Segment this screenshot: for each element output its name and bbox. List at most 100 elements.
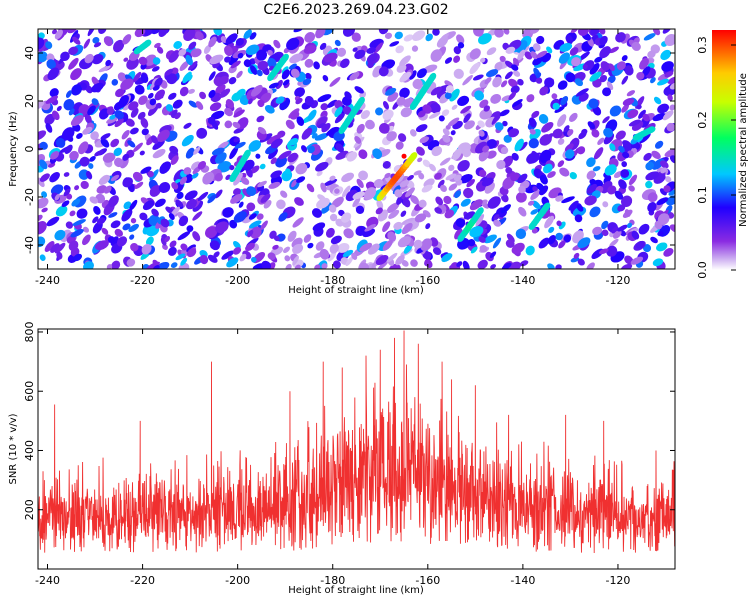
- heatmap-cell: [47, 162, 56, 168]
- heatmap-cell: [69, 150, 79, 161]
- heatmap-cell: [164, 236, 171, 243]
- heatmap-cell: [478, 169, 487, 178]
- heatmap-cell: [526, 94, 535, 103]
- heatmap-cell: [305, 72, 312, 80]
- heatmap-cell: [377, 260, 389, 269]
- heatmap-cell: [645, 171, 660, 181]
- heatmap-cell: [331, 196, 344, 208]
- heatmap-cell: [291, 179, 298, 188]
- heatmap-cell: [499, 109, 510, 117]
- heatmap-cell: [430, 102, 441, 114]
- heatmap-cell: [444, 92, 452, 100]
- x-tick-label: -200: [225, 574, 250, 587]
- heatmap-cell: [557, 160, 565, 168]
- heatmap-panel: -240 -220 -200 -180 -160 -140 -120 -40-2002040…: [8, 28, 749, 296]
- heatmap-cell: [499, 55, 506, 62]
- heatmap-cell: [54, 229, 66, 241]
- heatmap-cell: [493, 214, 500, 221]
- heatmap-cell: [614, 190, 624, 200]
- heatmap-cell: [526, 152, 540, 164]
- heatmap-cell: [248, 140, 262, 152]
- heatmap-cell: [512, 57, 520, 67]
- heatmap-cell: [604, 164, 617, 176]
- heatmap-cell: [609, 46, 619, 54]
- heatmap-cell: [250, 84, 263, 97]
- heatmap-cell: [61, 127, 75, 141]
- heatmap-cell: [327, 99, 338, 108]
- heatmap-cell: [89, 196, 99, 204]
- heatmap-cell: [219, 75, 229, 85]
- heatmap-cell: [41, 207, 48, 213]
- heatmap-cell: [55, 137, 66, 148]
- heatmap-cell: [180, 243, 188, 251]
- heatmap-cell: [469, 48, 481, 60]
- heatmap-y-label: Frequency (Hz): [8, 111, 19, 187]
- heatmap-cell: [638, 109, 646, 119]
- heatmap-cell: [354, 135, 362, 144]
- heatmap-cell: [50, 151, 60, 160]
- heatmap-cell: [399, 55, 411, 67]
- heatmap-cell: [68, 57, 79, 70]
- x-tick-label: -160: [415, 574, 440, 587]
- heatmap-cell: [382, 109, 394, 121]
- heatmap-cell: [132, 171, 143, 182]
- heatmap-cell: [586, 170, 596, 180]
- heatmap-cell: [84, 113, 92, 124]
- heatmap-cell: [186, 248, 197, 258]
- heatmap-cell: [175, 253, 186, 261]
- heatmap-cell: [463, 187, 474, 199]
- heatmap-cell: [85, 85, 93, 94]
- heatmap-cell: [330, 235, 342, 245]
- y-tick-label: 20: [23, 94, 36, 108]
- heatmap-cell: [233, 172, 243, 186]
- heatmap-cell: [384, 32, 393, 39]
- y-tick-label: 600: [23, 381, 36, 402]
- heatmap-cell: [111, 260, 121, 269]
- heatmap-cell: [256, 115, 265, 123]
- heatmap-cell: [480, 57, 486, 63]
- heatmap-cell: [346, 151, 358, 162]
- heatmap-cell: [114, 228, 123, 237]
- heatmap-cell: [612, 230, 622, 239]
- heatmap-cell: [321, 123, 331, 133]
- heatmap-cell: [620, 263, 633, 269]
- heatmap-cell: [486, 47, 497, 56]
- chart-title: C2E6.2023.269.04.23.G02: [263, 2, 448, 18]
- heatmap-cell: [375, 107, 384, 116]
- heatmap-cell: [132, 71, 142, 83]
- heatmap-cell: [185, 54, 193, 66]
- heatmap-cell: [190, 48, 202, 58]
- heatmap-cell: [536, 182, 545, 191]
- heatmap-cell: [109, 114, 116, 120]
- heatmap-cell: [213, 251, 220, 258]
- heatmap-cell: [405, 187, 415, 198]
- heatmap-cell: [525, 245, 535, 256]
- heatmap-cell: [307, 145, 315, 154]
- heatmap-cell: [484, 234, 497, 244]
- heatmap-cell: [260, 193, 271, 203]
- heatmap-cell: [110, 138, 120, 148]
- heatmap-cell: [569, 112, 578, 122]
- heatmap-cell: [139, 212, 148, 221]
- heatmap-cell: [132, 142, 143, 153]
- heatmap-cell: [82, 226, 90, 233]
- heatmap-cell: [490, 264, 496, 269]
- heatmap-cell: [593, 147, 604, 160]
- heatmap-cell: [256, 213, 264, 220]
- heatmap-cell: [141, 243, 152, 255]
- heatmap-cell: [355, 225, 367, 236]
- heatmap-cell: [478, 130, 485, 137]
- heatmap-cell: [577, 146, 586, 155]
- heatmap-cell: [440, 33, 449, 41]
- heatmap-cell: [145, 236, 154, 246]
- heatmap-cell: [492, 237, 502, 249]
- heatmap-cell: [102, 152, 116, 163]
- heatmap-cell: [544, 77, 555, 88]
- heatmap-cell: [538, 113, 549, 124]
- heatmap-cell: [275, 79, 283, 90]
- heatmap-cell: [339, 58, 350, 69]
- heatmap-cell: [179, 176, 188, 185]
- heatmap-cell: [126, 57, 139, 70]
- heatmap-cell: [386, 252, 398, 263]
- heatmap-cell: [123, 57, 129, 62]
